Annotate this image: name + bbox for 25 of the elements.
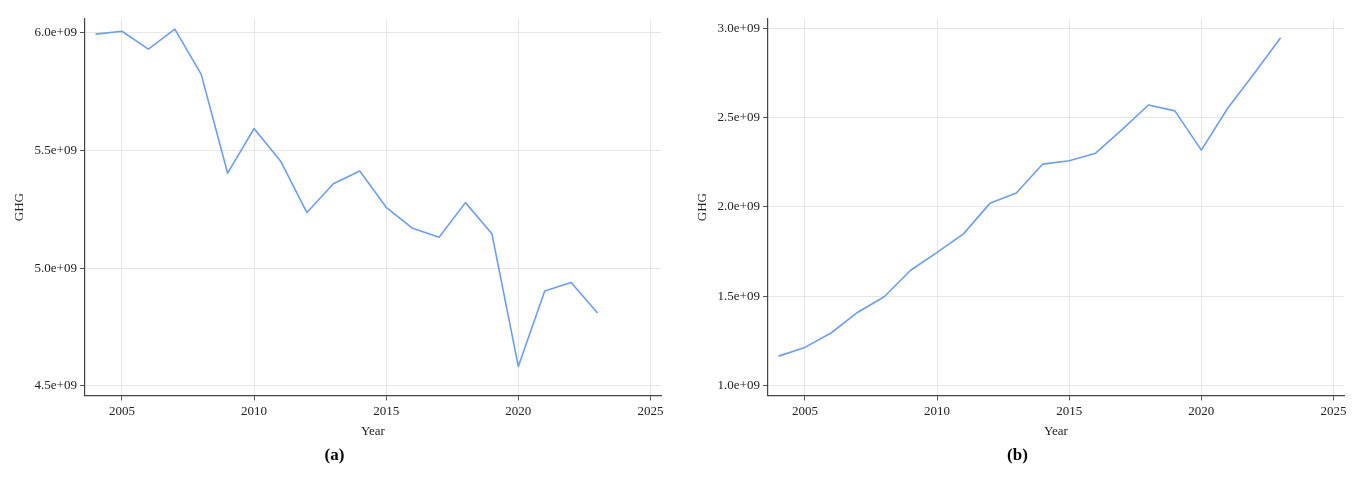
y-tick-label: 5.5e+09 (34, 142, 77, 158)
x-tick-label: 2025 (1320, 402, 1347, 418)
y-tick-label: 1.5e+09 (717, 287, 760, 303)
x-tick-label: 2005 (791, 402, 818, 418)
x-tick-label: 2015 (1056, 402, 1083, 418)
x-tick-label: 2010 (924, 402, 951, 418)
text: (b) (1007, 445, 1028, 465)
x-tick-label: 2020 (505, 402, 532, 418)
x-tick-label: 2025 (637, 402, 664, 418)
y-tick-label: 5.0e+09 (34, 259, 77, 275)
y-tick-label: 2.0e+09 (717, 198, 760, 214)
text: (a) (324, 445, 345, 465)
y-tick-label: 6.0e+09 (34, 24, 77, 40)
y-axis-title: GHG (694, 193, 710, 222)
x-tick-label: 2010 (241, 402, 268, 418)
x-tick-label: 2015 (373, 402, 400, 418)
y-tick-label: 1.0e+09 (717, 376, 760, 392)
y-tick-label: 2.5e+09 (717, 109, 760, 125)
y-axis-title: GHG (11, 193, 27, 222)
x-axis-title: Year (360, 423, 386, 439)
x-tick-label: 2020 (1188, 402, 1215, 418)
x-axis-title: Year (1043, 423, 1069, 439)
y-tick-label: 4.5e+09 (34, 377, 77, 393)
x-tick-label: 2005 (108, 402, 135, 418)
y-tick-label: 3.0e+09 (717, 19, 760, 35)
